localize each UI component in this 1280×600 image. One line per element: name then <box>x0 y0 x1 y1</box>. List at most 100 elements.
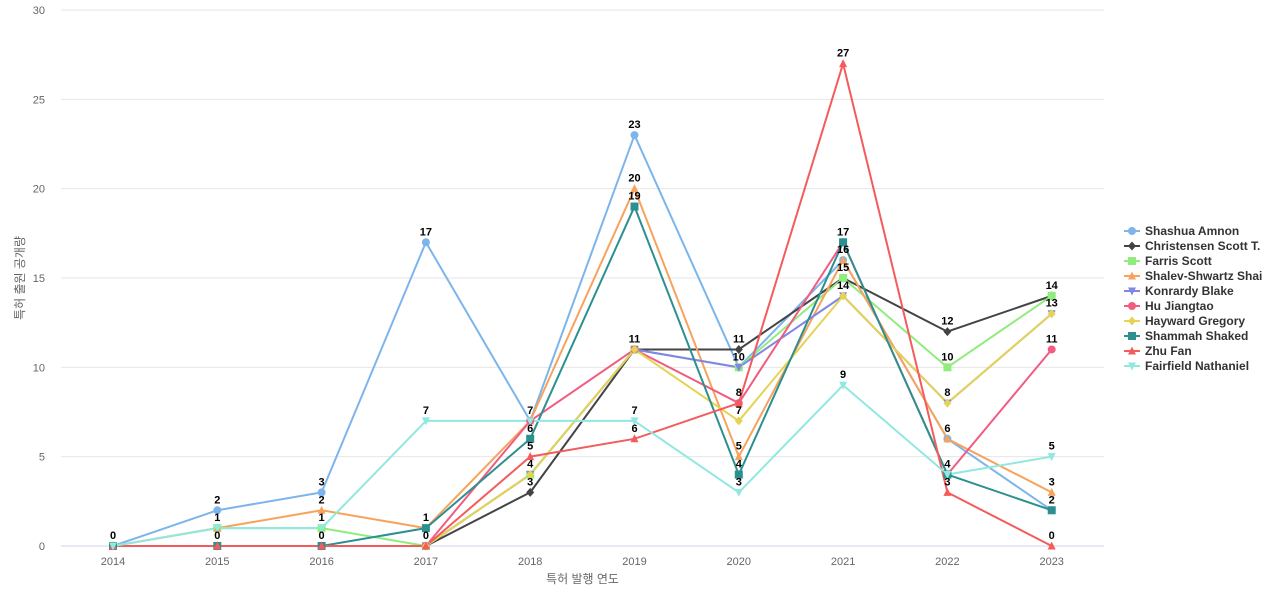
data-point-shalev-shwartz-shai <box>839 255 848 264</box>
data-point-shalev-shwartz-shai <box>943 434 952 443</box>
data-label: 0 <box>319 530 325 542</box>
data-label: 6 <box>527 423 533 435</box>
data-label: 10 <box>941 351 953 363</box>
data-label: 8 <box>736 387 742 399</box>
legend-symbol <box>1128 316 1136 326</box>
data-point-fairfield-nathaniel <box>943 471 952 480</box>
legend-item-zhu-fan[interactable]: Zhu Fan <box>1124 344 1192 358</box>
data-label: 4 <box>736 459 743 471</box>
data-label: 5 <box>1049 441 1055 453</box>
data-label: 20 <box>628 173 640 185</box>
data-point-christensen-scott-t <box>526 487 535 497</box>
data-label: 1 <box>214 512 220 524</box>
data-point-hayward-gregory <box>839 291 848 301</box>
data-label: 14 <box>837 280 850 292</box>
data-point-shalev-shwartz-shai <box>630 184 639 193</box>
legend-symbol <box>1128 287 1136 296</box>
legend-symbol <box>1128 241 1136 251</box>
legend-item-farris-scott[interactable]: Farris Scott <box>1124 254 1212 268</box>
data-point-zhu-fan <box>213 541 222 550</box>
data-label: 3 <box>736 476 742 488</box>
legend-symbol <box>1128 346 1136 355</box>
legend-label: Shammah Shaked <box>1145 329 1248 343</box>
y-tick-label: 0 <box>39 541 45 553</box>
data-point-hayward-gregory <box>526 470 535 480</box>
data-point-zhu-fan <box>421 541 430 550</box>
legend-label: Farris Scott <box>1145 254 1212 268</box>
data-label: 12 <box>941 316 953 328</box>
y-tick-label: 20 <box>33 184 45 196</box>
data-point-shammah-shaked <box>526 434 535 443</box>
data-point-zhu-fan <box>734 398 743 407</box>
legend-item-shashua-amnon[interactable]: Shashua Amnon <box>1124 224 1239 238</box>
data-label: 8 <box>944 387 950 399</box>
x-tick-label: 2018 <box>518 556 542 568</box>
x-tick-label: 2022 <box>935 556 959 568</box>
data-label: 11 <box>629 333 641 345</box>
data-label: 6 <box>944 423 950 435</box>
legend-label: Fairfield Nathaniel <box>1145 359 1249 373</box>
data-point-shammah-shaked <box>839 238 848 247</box>
data-label: 0 <box>214 530 220 542</box>
x-tick-label: 2014 <box>101 556 125 568</box>
data-point-fairfield-nathaniel <box>839 381 848 390</box>
data-point-shashua-amnon <box>421 238 430 247</box>
data-label: 1 <box>319 512 325 524</box>
data-label: 2 <box>319 494 325 506</box>
data-point-fairfield-nathaniel <box>317 524 326 533</box>
data-label: 7 <box>736 405 742 417</box>
data-point-hayward-gregory <box>734 416 743 426</box>
data-label: 0 <box>110 530 116 542</box>
y-tick-label: 25 <box>33 94 45 106</box>
legend-item-christensen-scott-t[interactable]: Christensen Scott T. <box>1124 239 1260 253</box>
legend-label: Shalev-Shwartz Shai <box>1145 269 1262 283</box>
data-label: 9 <box>840 369 846 381</box>
data-label: 0 <box>423 530 429 542</box>
legend-item-hu-jiangtao[interactable]: Hu Jiangtao <box>1124 299 1214 313</box>
data-label: 5 <box>527 441 533 453</box>
data-label: 6 <box>631 423 637 435</box>
data-point-zhu-fan <box>317 541 326 550</box>
legend-item-konrardy-blake[interactable]: Konrardy Blake <box>1124 284 1234 298</box>
legend-item-shammah-shaked[interactable]: Shammah Shaked <box>1124 329 1248 343</box>
series-line-zhu-fan <box>113 62 1053 547</box>
x-tick-label: 2015 <box>205 556 229 568</box>
data-point-konrardy-blake <box>734 363 743 372</box>
data-point-shashua-amnon <box>213 506 222 515</box>
x-tick-label: 2017 <box>414 556 438 568</box>
legend-label: Konrardy Blake <box>1145 284 1234 298</box>
data-label: 10 <box>733 351 745 363</box>
data-label: 17 <box>837 226 849 238</box>
data-labels: 0210321017710765432320191176111087543271… <box>110 48 1059 542</box>
data-label: 3 <box>944 476 950 488</box>
data-label: 2 <box>214 494 220 506</box>
data-label: 3 <box>527 476 533 488</box>
data-label: 14 <box>1046 280 1059 292</box>
data-point-shashua-amnon <box>317 488 326 497</box>
legend-item-shalev-shwartz-shai[interactable]: Shalev-Shwartz Shai <box>1124 269 1262 283</box>
data-label: 1 <box>423 512 429 524</box>
data-label: 7 <box>527 405 533 417</box>
data-label: 2 <box>1049 494 1055 506</box>
data-label: 11 <box>733 333 745 345</box>
data-label: 4 <box>944 459 951 471</box>
series-markers <box>109 59 1056 551</box>
data-label: 11 <box>1046 333 1058 345</box>
data-point-christensen-scott-t <box>734 344 743 354</box>
y-tick-label: 30 <box>33 5 45 17</box>
y-tick-label: 10 <box>33 362 45 374</box>
data-label: 27 <box>837 48 849 60</box>
data-label: 19 <box>628 191 640 203</box>
data-point-fairfield-nathaniel <box>630 417 639 426</box>
y-tick-label: 15 <box>33 273 45 285</box>
data-point-shammah-shaked <box>734 470 743 479</box>
data-point-zhu-fan <box>630 434 639 443</box>
legend-item-hayward-gregory[interactable]: Hayward Gregory <box>1124 314 1245 328</box>
legend-item-fairfield-nathaniel[interactable]: Fairfield Nathaniel <box>1124 359 1249 373</box>
data-point-shalev-shwartz-shai <box>1047 487 1056 496</box>
data-label: 13 <box>1046 298 1058 310</box>
data-point-zhu-fan <box>839 59 848 68</box>
legend-symbol <box>1128 332 1136 340</box>
x-axis-title: 특허 발행 연도 <box>546 571 619 586</box>
